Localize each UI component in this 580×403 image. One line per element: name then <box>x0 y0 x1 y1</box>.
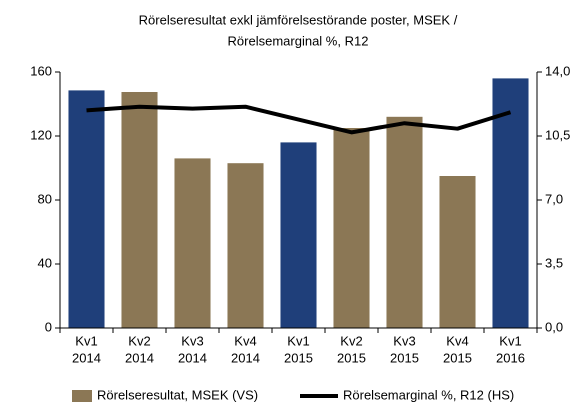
bar <box>280 142 317 328</box>
x-tick-label: Kv3 <box>181 333 203 348</box>
bar <box>386 116 423 328</box>
y-tick-label: 120 <box>30 127 52 142</box>
x-tick-label: Kv2 <box>340 333 362 348</box>
y2-tick-label: 14,0 <box>545 63 570 78</box>
y2-tick-label: 7,0 <box>545 191 563 206</box>
legend-swatch <box>72 390 92 402</box>
x-tick-label: Kv4 <box>234 333 256 348</box>
x-tick-label: 2014 <box>178 350 207 365</box>
bar <box>121 92 158 328</box>
legend-label: Rörelseresultat, MSEK (VS) <box>97 387 258 402</box>
y-tick-label: 160 <box>30 63 52 78</box>
x-tick-label: 2014 <box>125 350 154 365</box>
x-tick-label: Kv1 <box>287 333 309 348</box>
bar <box>333 128 370 328</box>
bar <box>174 158 211 328</box>
x-tick-label: 2014 <box>231 350 260 365</box>
x-tick-label: 2015 <box>284 350 313 365</box>
chart-title: Rörelseresultat exkl jämförelsestörande … <box>139 12 458 27</box>
y-tick-label: 40 <box>38 255 52 270</box>
y-tick-label: 0 <box>45 319 52 334</box>
y-tick-label: 80 <box>38 191 52 206</box>
y2-tick-label: 10,5 <box>545 127 570 142</box>
line <box>86 104 512 135</box>
x-tick-label: 2016 <box>496 350 525 365</box>
bar <box>439 176 476 328</box>
x-tick-label: 2014 <box>72 350 101 365</box>
bar <box>492 78 529 329</box>
legend-label: Rörelsemarginal %, R12 (HS) <box>343 387 514 402</box>
bar <box>68 90 105 329</box>
bar <box>227 163 264 328</box>
x-tick-label: 2015 <box>337 350 366 365</box>
x-tick-label: Kv4 <box>446 333 468 348</box>
x-tick-label: Kv1 <box>499 333 521 348</box>
y2-tick-label: 0,0 <box>545 319 563 334</box>
chart-title: Rörelsemarginal %, R12 <box>228 33 369 48</box>
x-tick-label: Kv3 <box>393 333 415 348</box>
x-tick-label: Kv1 <box>75 333 97 348</box>
x-tick-label: 2015 <box>390 350 419 365</box>
y2-tick-label: 3,5 <box>545 255 563 270</box>
x-tick-label: Kv2 <box>128 333 150 348</box>
x-tick-label: 2015 <box>443 350 472 365</box>
